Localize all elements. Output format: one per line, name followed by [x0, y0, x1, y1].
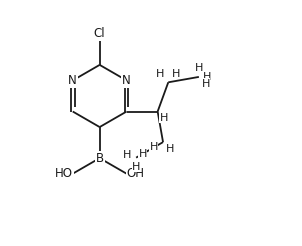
- Text: OH: OH: [127, 167, 145, 180]
- Text: H: H: [195, 63, 203, 73]
- Text: H: H: [156, 69, 164, 79]
- Text: HO: HO: [55, 167, 73, 180]
- Text: H: H: [201, 79, 210, 89]
- Text: H: H: [139, 149, 147, 159]
- Text: N: N: [122, 74, 131, 87]
- Text: B: B: [96, 152, 104, 165]
- Text: N: N: [68, 74, 77, 87]
- Text: H: H: [123, 150, 132, 160]
- Text: Cl: Cl: [94, 27, 105, 40]
- Text: H: H: [172, 69, 181, 79]
- Text: H: H: [149, 142, 158, 152]
- Text: H: H: [203, 72, 212, 82]
- Text: H: H: [132, 162, 140, 172]
- Text: H: H: [159, 113, 168, 123]
- Text: H: H: [165, 144, 174, 154]
